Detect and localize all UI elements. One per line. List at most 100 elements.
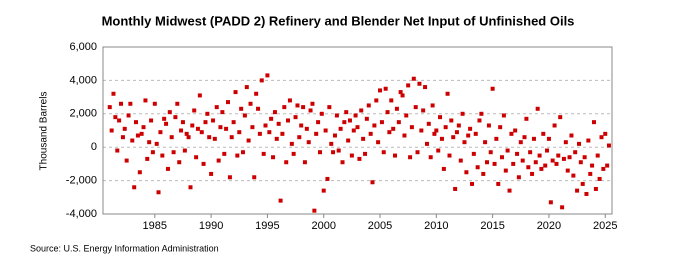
data-point (537, 153, 542, 158)
data-point (113, 115, 118, 120)
data-point (528, 150, 533, 155)
data-point (119, 101, 124, 106)
data-point (565, 168, 570, 173)
data-point (518, 140, 523, 145)
data-point (274, 136, 279, 141)
data-point (526, 165, 531, 170)
data-point (180, 120, 185, 125)
data-point (280, 131, 285, 136)
plot-frame (102, 46, 613, 215)
data-point (319, 111, 324, 116)
data-point (162, 116, 167, 121)
data-point (513, 128, 518, 133)
data-point (355, 125, 360, 130)
data-point (194, 155, 199, 160)
data-point (408, 155, 413, 160)
data-point (509, 131, 514, 136)
data-point (577, 141, 582, 146)
data-point (276, 121, 281, 126)
data-point (505, 148, 510, 153)
data-point (124, 158, 129, 163)
data-point (606, 143, 611, 148)
data-point (445, 91, 450, 96)
data-point (543, 163, 548, 168)
data-point (438, 115, 443, 120)
data-point (563, 140, 568, 145)
data-point (207, 135, 212, 140)
data-point (167, 110, 172, 115)
data-point (171, 150, 176, 155)
data-point (580, 181, 585, 186)
data-point (169, 135, 174, 140)
data-point (488, 150, 493, 155)
data-point (545, 148, 550, 153)
data-point (396, 120, 401, 125)
data-point (175, 101, 180, 106)
data-point (413, 105, 418, 110)
data-point (143, 98, 148, 103)
source-note: Source: U.S. Energy Information Administ… (30, 243, 219, 253)
data-point (244, 85, 249, 90)
data-point (179, 128, 184, 133)
data-point (107, 105, 112, 110)
data-point (299, 123, 304, 128)
data-point (282, 105, 287, 110)
data-point (137, 170, 142, 175)
data-point (531, 136, 536, 141)
data-point (471, 151, 476, 156)
data-point (150, 150, 155, 155)
data-point (447, 153, 452, 158)
data-point (239, 106, 244, 111)
data-point (372, 123, 377, 128)
x-tick-label: 2020 (537, 220, 561, 232)
x-tick-label: 2005 (368, 220, 392, 232)
data-point (336, 148, 341, 153)
data-point (132, 185, 137, 190)
data-point (349, 153, 354, 158)
data-point (312, 208, 317, 213)
data-point (550, 158, 555, 163)
data-point (128, 101, 133, 106)
x-tick-label: 1990 (199, 220, 223, 232)
data-point (499, 155, 504, 160)
data-point (216, 158, 221, 163)
data-point (359, 108, 364, 113)
data-point (451, 135, 456, 140)
data-point (265, 73, 270, 78)
data-point (165, 166, 170, 171)
data-point (321, 188, 326, 193)
data-point (353, 113, 358, 118)
data-point (242, 113, 247, 118)
data-point (406, 83, 411, 88)
data-point (220, 110, 225, 115)
data-point (209, 171, 214, 176)
data-point (314, 131, 319, 136)
data-point (368, 131, 373, 136)
data-point (464, 170, 469, 175)
data-point (291, 151, 296, 156)
data-point (453, 186, 458, 191)
data-point (430, 103, 435, 108)
data-point (468, 126, 473, 131)
data-point (237, 130, 242, 135)
data-point (398, 90, 403, 95)
data-point (477, 118, 482, 123)
data-point (133, 120, 138, 125)
data-point (122, 126, 127, 131)
data-point (331, 150, 336, 155)
data-point (293, 115, 298, 120)
data-point (475, 165, 480, 170)
data-point (197, 93, 202, 98)
data-point (404, 113, 409, 118)
data-point (152, 101, 157, 106)
data-point (496, 181, 501, 186)
data-point (301, 105, 306, 110)
data-point (524, 116, 529, 121)
data-point (473, 131, 478, 136)
data-point (389, 98, 394, 103)
data-point (342, 120, 347, 125)
data-point (271, 155, 276, 160)
data-point (278, 198, 283, 203)
data-point (494, 136, 499, 141)
data-point (340, 160, 345, 165)
